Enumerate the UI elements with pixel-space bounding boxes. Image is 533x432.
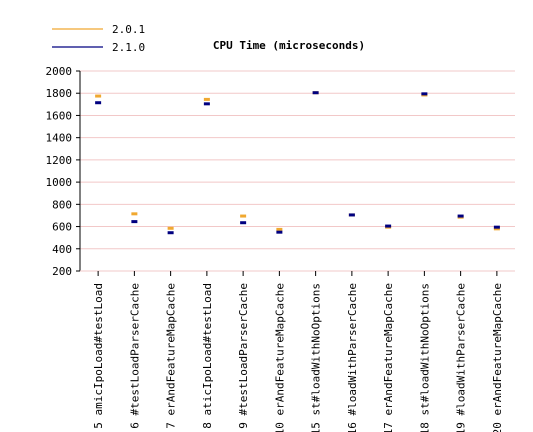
- point-2-0-1-4: [240, 214, 247, 218]
- point-2-1-0-2: [167, 231, 174, 235]
- x-tick-label: 6 #testLoadParserCache: [128, 283, 141, 429]
- point-2-1-0-5: [276, 230, 283, 234]
- legend-label: 2.0.1: [112, 23, 145, 36]
- x-tick-label: 18 st#loadWithNoOptions: [418, 283, 431, 432]
- point-2-1-0-9: [421, 92, 428, 96]
- x-tick-label: 15 st#loadWithNoOptions: [310, 283, 323, 432]
- y-tick-label: 1800: [46, 87, 73, 100]
- x-tick-label: 8 aticIpoLoad#testLoad: [201, 283, 214, 429]
- y-tick-label: 1200: [46, 154, 73, 167]
- x-tick-label: 5 amicIpoLoad#testLoad: [92, 283, 105, 429]
- y-axis: 200 400 600 800 1000 1200 1400 1600 1800 2000: [46, 65, 81, 278]
- point-2-1-0-3: [203, 102, 210, 106]
- point-2-1-0-6: [312, 91, 319, 95]
- x-tick-label: 10 erAndFeatureMapCache: [273, 283, 286, 432]
- y-tick-label: 800: [52, 198, 72, 211]
- grid-lines: [80, 70, 515, 272]
- point-2-0-1-2: [167, 226, 174, 230]
- x-tick-label: 20 erAndFeatureMapCache: [491, 283, 504, 432]
- y-tick-label: 600: [52, 221, 72, 234]
- x-tick-label: 7 erAndFeatureMapCache: [165, 283, 178, 429]
- point-2-0-1-11: [493, 227, 500, 231]
- y-tick-label: 1000: [46, 176, 73, 189]
- legend-label: 2.1.0: [112, 41, 145, 54]
- point-2-0-1-0: [95, 94, 102, 98]
- point-2-0-1-5: [276, 227, 283, 231]
- x-tick-label: 16 #loadWithParserCache: [346, 283, 359, 432]
- chart-title: CPU Time (microseconds): [213, 39, 365, 52]
- point-2-0-1-1: [131, 212, 138, 216]
- legend: 2.0.1 2.1.0: [52, 23, 145, 54]
- point-2-1-0-8: [385, 224, 392, 228]
- x-tick-label: 19 #loadWithParserCache: [455, 283, 468, 432]
- point-2-1-0-10: [457, 214, 464, 218]
- point-2-1-0-7: [348, 213, 355, 217]
- y-tick-label: 1400: [46, 132, 73, 145]
- point-2-1-0-0: [95, 101, 102, 105]
- y-tick-label: 2000: [46, 65, 73, 78]
- y-tick-label: 200: [52, 265, 72, 278]
- y-tick-label: 400: [52, 243, 72, 256]
- x-axis: 5 amicIpoLoad#testLoad 6 #testLoadParserC…: [80, 270, 515, 432]
- x-tick-label: 17 erAndFeatureMapCache: [382, 283, 395, 432]
- point-2-1-0-4: [240, 221, 247, 225]
- point-2-1-0-11: [493, 225, 500, 229]
- x-tick-label: 9 #testLoadParserCache: [237, 283, 250, 429]
- data-marks: [95, 91, 500, 235]
- point-2-0-1-3: [203, 97, 210, 101]
- point-2-1-0-1: [131, 220, 138, 224]
- y-tick-label: 1600: [46, 109, 73, 122]
